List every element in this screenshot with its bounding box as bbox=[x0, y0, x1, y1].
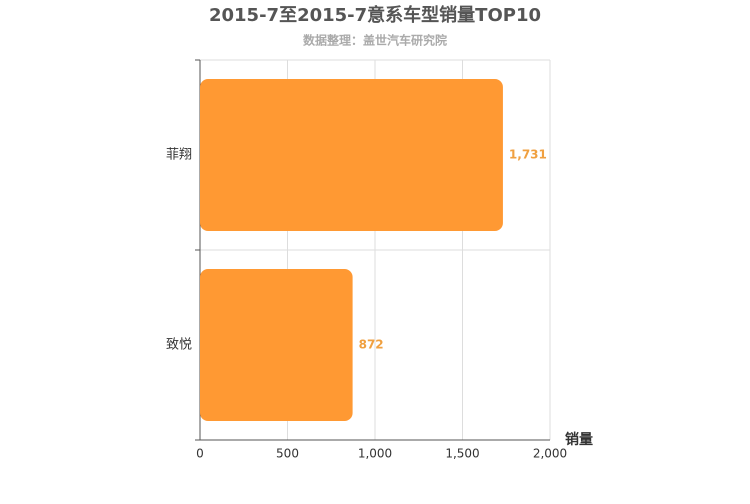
bar bbox=[200, 79, 503, 231]
bar bbox=[200, 269, 353, 421]
y-tick-label: 致悦 bbox=[166, 338, 192, 353]
x-tick-label: 0 bbox=[196, 447, 204, 461]
y-tick-label: 菲翔 bbox=[166, 148, 192, 163]
value-label: 1,731 bbox=[509, 148, 547, 162]
value-label: 872 bbox=[359, 338, 384, 352]
chart-subtitle: 数据整理：盖世汽车研究院 bbox=[303, 33, 447, 48]
x-axis-label: 销量 bbox=[565, 431, 593, 448]
x-tick-label: 1,500 bbox=[445, 447, 479, 461]
chart-title: 2015-7至2015-7意系车型销量TOP10 bbox=[209, 4, 541, 26]
x-tick-label: 1,000 bbox=[358, 447, 392, 461]
x-tick-label: 2,000 bbox=[533, 447, 567, 461]
x-tick-label: 500 bbox=[276, 447, 299, 461]
